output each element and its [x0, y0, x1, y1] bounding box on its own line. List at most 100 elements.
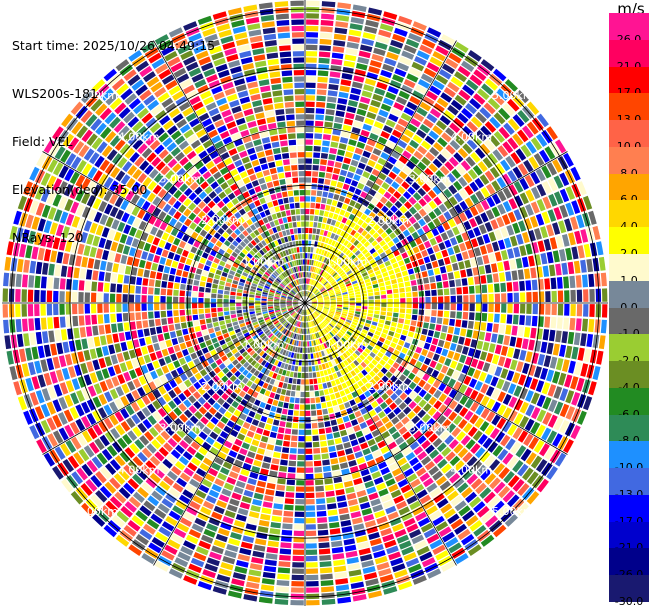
velocity-gate [432, 79, 445, 91]
velocity-gate [242, 296, 248, 300]
velocity-gate [40, 276, 47, 289]
velocity-gate [477, 88, 490, 101]
velocity-gate [456, 287, 462, 295]
velocity-gate [408, 32, 422, 43]
velocity-gate [324, 265, 329, 271]
velocity-gate [524, 418, 535, 432]
velocity-gate [286, 479, 296, 486]
velocity-gate [469, 181, 479, 192]
velocity-gate [432, 515, 445, 527]
velocity-gate [498, 107, 511, 121]
velocity-gate [343, 367, 350, 374]
velocity-gate [330, 296, 336, 299]
velocity-gate [464, 398, 474, 409]
velocity-gate [232, 572, 247, 581]
velocity-gate [364, 322, 371, 328]
velocity-gate [299, 347, 303, 353]
velocity-gate [205, 313, 211, 319]
velocity-gate [90, 292, 97, 303]
velocity-gate [531, 241, 539, 254]
velocity-gate [445, 333, 453, 342]
velocity-gate [372, 93, 384, 102]
velocity-gate [507, 137, 519, 150]
velocity-gate [424, 428, 434, 439]
velocity-gate [362, 296, 368, 300]
velocity-gate [505, 324, 512, 335]
velocity-gate [223, 294, 230, 299]
velocity-gate [432, 437, 443, 448]
velocity-gate [370, 324, 377, 330]
velocity-gate [376, 201, 384, 210]
velocity-gate [236, 299, 242, 303]
velocity-gate [303, 316, 305, 322]
velocity-gate [435, 426, 445, 436]
velocity-gate [313, 281, 318, 287]
velocity-gate [406, 101, 418, 111]
velocity-gate [497, 190, 507, 202]
velocity-gate [381, 182, 390, 190]
velocity-gate [346, 106, 357, 114]
velocity-gate [316, 196, 322, 203]
velocity-gate [297, 454, 305, 461]
velocity-gate [392, 312, 399, 318]
velocity-gate [399, 292, 406, 298]
velocity-gate [211, 312, 218, 318]
velocity-gate [412, 90, 424, 100]
velocity-gate [376, 35, 390, 44]
velocity-gate [409, 391, 418, 400]
velocity-gate [348, 165, 357, 173]
velocity-gate [359, 96, 371, 105]
velocity-gate [311, 305, 317, 308]
velocity-gate [404, 387, 413, 396]
velocity-gate [269, 470, 278, 477]
velocity-gate [306, 599, 320, 606]
velocity-gate [248, 569, 262, 577]
velocity-gate [406, 292, 412, 298]
velocity-gate [321, 270, 326, 276]
velocity-gate [326, 231, 332, 238]
velocity-gate [308, 265, 311, 272]
velocity-gate [342, 352, 349, 359]
velocity-gate [546, 465, 558, 480]
velocity-gate [302, 354, 305, 360]
velocity-gate [281, 408, 288, 415]
velocity-gate [462, 311, 469, 320]
velocity-gate [367, 159, 376, 168]
velocity-gate [307, 353, 311, 360]
velocity-gate [580, 229, 589, 243]
velocity-gate [379, 286, 386, 291]
velocity-gate [479, 351, 488, 361]
velocity-gate [421, 413, 431, 423]
velocity-gate [551, 290, 557, 303]
velocity-gate [318, 548, 331, 555]
velocity-gate [352, 247, 358, 254]
velocity-gate [204, 298, 210, 303]
velocity-gate [357, 182, 365, 190]
velocity-gate [347, 261, 354, 267]
velocity-gate [34, 289, 40, 302]
velocity-gate [293, 543, 305, 549]
velocity-gate [354, 396, 362, 404]
velocity-gate [372, 392, 380, 400]
velocity-gate [342, 325, 349, 331]
velocity-gate [331, 200, 338, 207]
velocity-gate [480, 408, 490, 419]
velocity-gate [402, 229, 411, 237]
velocity-gate [543, 355, 552, 368]
velocity-gate [314, 311, 320, 316]
velocity-gate [323, 295, 329, 298]
velocity-gate [328, 374, 334, 381]
velocity-gate [332, 372, 338, 379]
velocity-gate [300, 315, 303, 321]
velocity-gate [239, 547, 252, 556]
velocity-gate [459, 407, 469, 418]
velocity-gate [315, 291, 320, 296]
velocity-gate [502, 490, 515, 503]
velocity-gate [311, 297, 316, 301]
velocity-gate [415, 419, 425, 429]
velocity-gate [329, 331, 335, 337]
velocity-gate [298, 366, 302, 372]
velocity-gate [314, 290, 319, 295]
velocity-gate [335, 313, 341, 317]
velocity-gate [424, 283, 430, 290]
